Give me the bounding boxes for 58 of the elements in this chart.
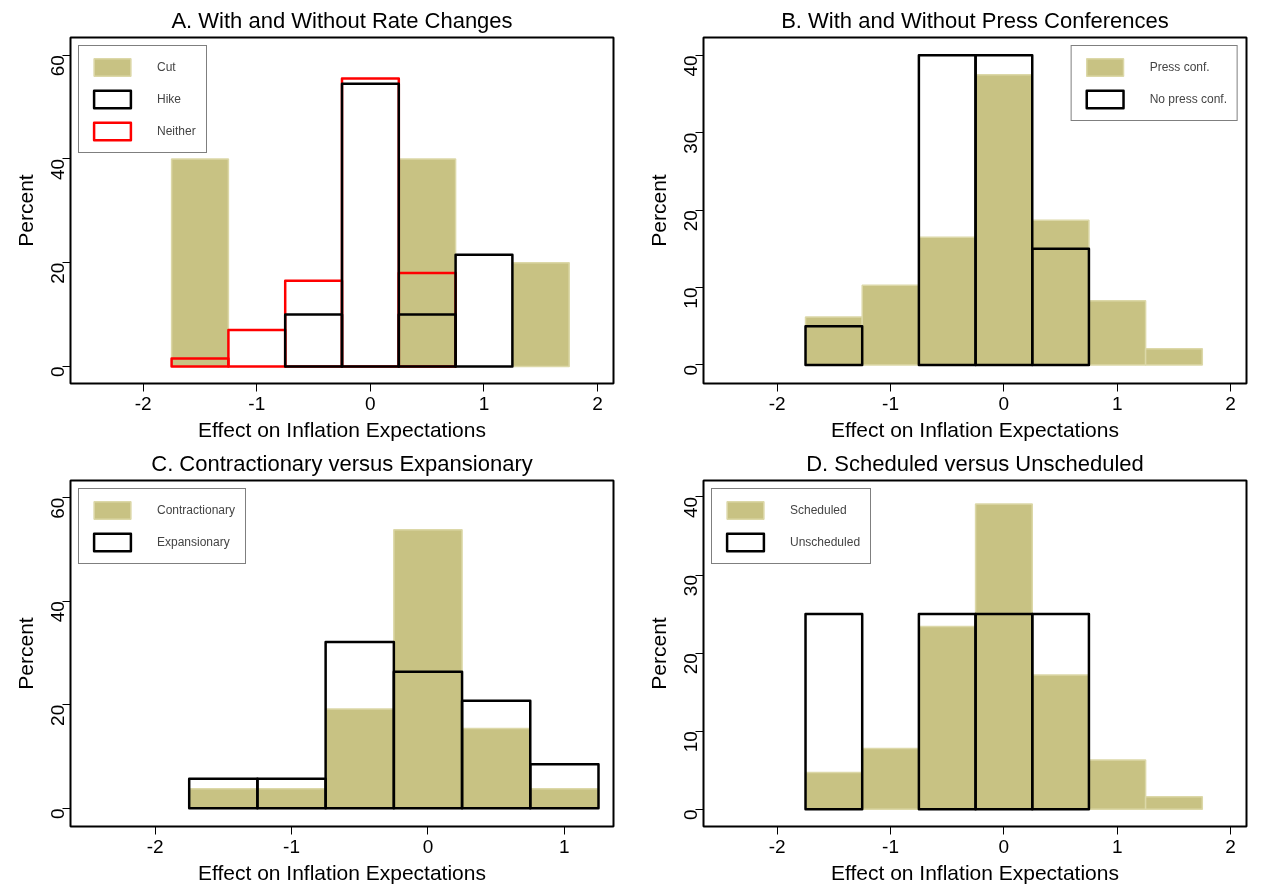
y-axis-title: Percent xyxy=(13,617,37,690)
legend-label: Neither xyxy=(157,124,196,138)
chart-title: D. Scheduled versus Unscheduled xyxy=(806,450,1144,476)
y-tick-label: 0 xyxy=(680,364,701,376)
x-tick-label: 1 xyxy=(559,835,570,857)
legend-label: Scheduled xyxy=(790,503,847,517)
y-tick-label: 10 xyxy=(680,731,701,753)
y-tick-label: 30 xyxy=(680,132,701,154)
chart-title: C. Contractionary versus Expansionary xyxy=(151,450,533,476)
y-tick-label: 0 xyxy=(47,808,68,819)
x-axis-title: Effect on Inflation Expectations xyxy=(831,860,1119,884)
x-tick-label: -1 xyxy=(248,392,266,414)
y-tick-label: 60 xyxy=(47,497,68,519)
x-tick-label: -2 xyxy=(146,835,164,857)
x-tick-label: 2 xyxy=(1225,835,1236,857)
x-tick-label: -1 xyxy=(882,392,900,414)
legend-label: Unscheduled xyxy=(790,535,861,549)
x-axis-title: Effect on Inflation Expectations xyxy=(198,417,486,441)
x-tick-label: 0 xyxy=(998,835,1010,857)
legend-label: No press conf. xyxy=(1149,92,1227,106)
x-tick-label: -1 xyxy=(882,835,900,857)
y-tick-label: 30 xyxy=(680,575,701,597)
x-tick-label: 1 xyxy=(1111,392,1123,414)
y-tick-label: 40 xyxy=(680,496,701,519)
x-tick-label: -2 xyxy=(768,835,786,857)
y-tick-label: 60 xyxy=(47,55,68,77)
y-axis-title: Percent xyxy=(646,617,670,690)
y-tick-label: 40 xyxy=(47,158,68,181)
x-tick-label: -2 xyxy=(768,392,786,414)
y-axis-title: Percent xyxy=(646,174,670,247)
chart-title: A. With and Without Rate Changes xyxy=(171,7,513,33)
x-axis-title: Effect on Inflation Expectations xyxy=(198,860,486,884)
y-tick-label: 20 xyxy=(47,262,68,284)
y-tick-label: 40 xyxy=(680,55,701,77)
legend-label: Hike xyxy=(157,92,182,106)
legend-label: Press conf. xyxy=(1149,60,1210,74)
x-tick-label: 2 xyxy=(1225,392,1236,414)
y-tick-label: 20 xyxy=(680,653,701,675)
y-tick-label: 20 xyxy=(47,704,68,726)
x-tick-label: 0 xyxy=(422,835,434,857)
x-tick-label: 1 xyxy=(1111,835,1123,857)
x-axis-title: Effect on Inflation Expectations xyxy=(831,417,1119,441)
x-tick-label: -1 xyxy=(283,835,300,857)
y-tick-label: 0 xyxy=(680,809,701,820)
y-tick-label: 10 xyxy=(680,287,701,309)
legend-label: Cut xyxy=(157,60,177,74)
x-tick-label: -2 xyxy=(134,392,152,414)
x-tick-label: 1 xyxy=(478,392,490,414)
legend-label: Expansionary xyxy=(157,535,230,549)
chart-title: B. With and Without Press Conferences xyxy=(781,7,1169,33)
x-tick-label: 0 xyxy=(365,392,376,414)
x-tick-label: 0 xyxy=(998,392,1010,414)
legend-label: Contractionary xyxy=(157,503,236,517)
x-tick-label: 2 xyxy=(592,392,603,414)
y-tick-label: 40 xyxy=(47,601,68,623)
y-tick-label: 0 xyxy=(47,366,68,377)
y-axis-title: Percent xyxy=(13,174,37,247)
y-tick-label: 20 xyxy=(680,210,701,232)
